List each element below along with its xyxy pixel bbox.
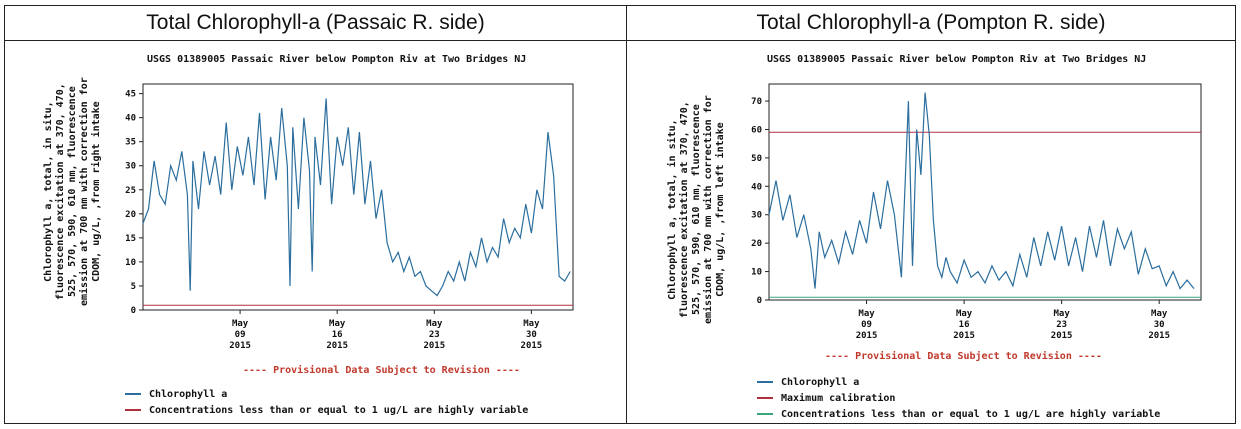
y-tick-label: 20 bbox=[125, 210, 136, 220]
chart-title: USGS 01389005 Passaic River below Pompto… bbox=[767, 54, 1147, 65]
chart-title: USGS 01389005 Passaic River below Pompto… bbox=[147, 54, 527, 65]
x-tick-label: 16 bbox=[332, 330, 343, 340]
x-tick-label: 23 bbox=[1056, 320, 1067, 330]
x-tick-label: May bbox=[426, 319, 443, 329]
y-axis-label-line: Chlorophyll a, total, in situ, bbox=[667, 119, 678, 300]
y-tick-label: 70 bbox=[751, 97, 762, 107]
legend-item: Chlorophyll a bbox=[125, 386, 528, 402]
y-axis-label: Chlorophyll a, total, in situ, fluoresce… bbox=[43, 77, 103, 306]
x-tick-label: 30 bbox=[526, 330, 537, 340]
legend-item: Concentrations less than or equal to 1 u… bbox=[125, 402, 528, 418]
y-tick-label: 5 bbox=[131, 282, 136, 292]
y-axis-label-line: emission at 700 nm with correction for bbox=[79, 77, 90, 306]
legend-item: Maximum calibration bbox=[757, 390, 1160, 406]
y-axis-label-line: 525, 570, 590, 610 nm, fluorescence bbox=[67, 86, 78, 297]
provisional-note: ---- Provisional Data Subject to Revisio… bbox=[243, 365, 520, 376]
y-tick-label: 35 bbox=[125, 138, 136, 148]
legend-item: Chlorophyll a bbox=[757, 374, 1160, 390]
panel-pompton: Total Chlorophyll-a (Pompton R. side) US… bbox=[627, 6, 1235, 423]
x-tick-label: 30 bbox=[1154, 320, 1165, 330]
y-tick-label: 40 bbox=[751, 182, 762, 192]
y-axis-label-line: emission at 700 nm with correction for bbox=[703, 95, 714, 324]
x-tick-label: 2015 bbox=[953, 331, 975, 341]
y-tick-label: 15 bbox=[125, 234, 136, 244]
y-tick-label: 10 bbox=[751, 268, 762, 278]
panel-heading: Total Chlorophyll-a (Passaic R. side) bbox=[5, 6, 626, 41]
legend-swatch bbox=[757, 413, 773, 415]
y-axis-label-line: Chlorophyll a, total, in situ, bbox=[43, 101, 54, 282]
y-axis-label: Chlorophyll a, total, in situ, fluoresce… bbox=[667, 95, 727, 324]
y-tick-label: 0 bbox=[757, 296, 762, 306]
y-tick-label: 10 bbox=[125, 258, 136, 268]
x-tick-label: 2015 bbox=[326, 341, 348, 351]
plot-frame bbox=[768, 83, 1202, 301]
y-axis-label-line: CDOM, ug/L, ,from right intake bbox=[91, 101, 102, 282]
y-axis-label-line: fluorescence excitation at 370, 470, bbox=[55, 83, 66, 300]
x-tick-label: 2015 bbox=[1051, 331, 1073, 341]
y-tick-label: 20 bbox=[751, 239, 762, 249]
legend-swatch bbox=[757, 397, 773, 399]
x-tick-label: May bbox=[858, 309, 875, 319]
x-tick-label: May bbox=[523, 319, 540, 329]
legend-label: Concentrations less than or equal to 1 u… bbox=[781, 408, 1161, 420]
x-tick-label: May bbox=[1054, 309, 1071, 319]
chart-plot: 051015202530354045May092015May162015May2… bbox=[125, 83, 574, 351]
legend-label: Chlorophyll a bbox=[781, 376, 860, 388]
x-tick-label: May bbox=[329, 319, 346, 329]
x-tick-label: 2015 bbox=[423, 341, 445, 351]
y-tick-label: 25 bbox=[125, 186, 136, 196]
legend-label: Concentrations less than or equal to 1 u… bbox=[149, 404, 529, 416]
x-tick-label: 2015 bbox=[521, 341, 543, 351]
legend-swatch bbox=[125, 393, 141, 395]
x-tick-label: 2015 bbox=[229, 341, 251, 351]
series-line bbox=[142, 98, 571, 297]
provisional-note: ---- Provisional Data Subject to Revisio… bbox=[825, 351, 1102, 362]
y-tick-label: 40 bbox=[125, 114, 136, 124]
y-axis-label-line: 525, 570, 590, 610 nm, fluorescence bbox=[691, 104, 702, 315]
y-axis-label-line: fluorescence excitation at 370, 470, bbox=[679, 101, 690, 318]
legend-label: Maximum calibration bbox=[781, 392, 896, 404]
x-tick-label: 09 bbox=[861, 320, 872, 330]
legend: Chlorophyll a Concentrations less than o… bbox=[125, 386, 528, 418]
y-tick-label: 50 bbox=[751, 154, 762, 164]
y-tick-label: 30 bbox=[751, 211, 762, 221]
legend-swatch bbox=[125, 409, 141, 411]
y-tick-label: 45 bbox=[125, 90, 136, 100]
x-tick-label: May bbox=[956, 309, 973, 319]
y-tick-label: 60 bbox=[751, 125, 762, 135]
legend: Chlorophyll a Maximum calibration Concen… bbox=[757, 374, 1160, 422]
x-tick-label: 09 bbox=[235, 330, 246, 340]
chart-plot: 010203040506070May092015May162015May2320… bbox=[751, 83, 1202, 341]
y-tick-label: 0 bbox=[131, 306, 136, 316]
figure-frame: Total Chlorophyll-a (Passaic R. side) US… bbox=[4, 5, 1236, 424]
x-tick-label: 23 bbox=[429, 330, 440, 340]
x-tick-label: 2015 bbox=[856, 331, 878, 341]
x-tick-label: May bbox=[1151, 309, 1168, 319]
legend-swatch bbox=[757, 381, 773, 383]
legend-label: Chlorophyll a bbox=[149, 388, 228, 400]
x-tick-label: 16 bbox=[959, 320, 970, 330]
y-tick-label: 30 bbox=[125, 162, 136, 172]
panel-heading: Total Chlorophyll-a (Pompton R. side) bbox=[627, 6, 1235, 41]
y-axis-label-line: CDOM, ug/L, ,from left intake bbox=[715, 122, 726, 297]
plot-frame bbox=[142, 83, 574, 311]
x-tick-label: 2015 bbox=[1148, 331, 1170, 341]
series-line bbox=[768, 92, 1195, 290]
x-tick-label: May bbox=[232, 319, 249, 329]
legend-item: Concentrations less than or equal to 1 u… bbox=[757, 406, 1160, 422]
panel-passaic: Total Chlorophyll-a (Passaic R. side) US… bbox=[5, 6, 627, 423]
